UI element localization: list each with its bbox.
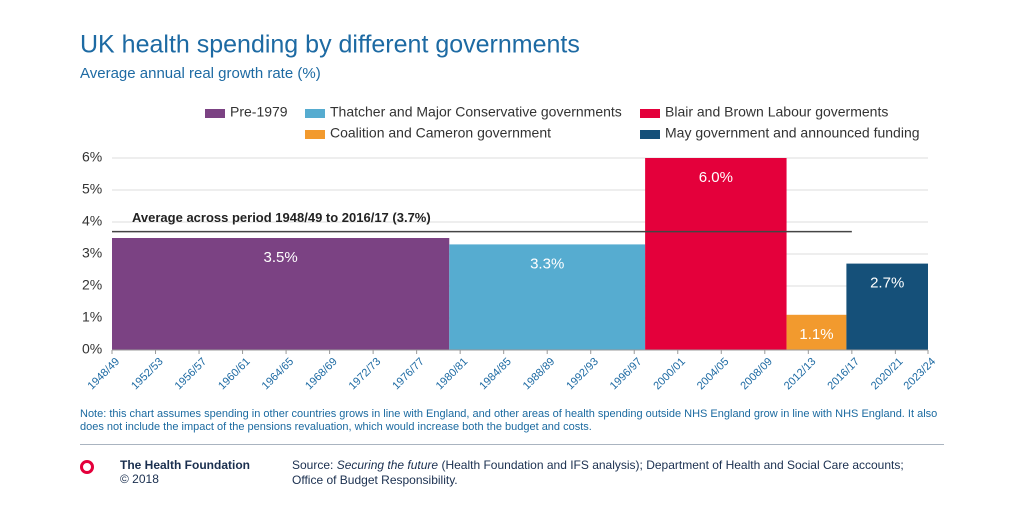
legend-swatch [305, 109, 325, 118]
x-tick-label: 1948/49 [86, 356, 123, 393]
chart-subtitle: Average annual real growth rate (%) [80, 65, 321, 82]
x-tick-label: 2000/01 [651, 356, 688, 393]
data-label: 6.0% [699, 169, 733, 186]
x-tick-label: 1972/73 [347, 356, 384, 393]
x-tick-label: 1988/89 [521, 356, 558, 393]
org-name: The Health Foundation [120, 458, 250, 472]
legend-label: May government and announced funding [665, 125, 920, 141]
legend-swatch [640, 109, 660, 118]
data-label: 3.3% [530, 255, 564, 272]
chart: UK health spending by different governme… [80, 31, 939, 393]
y-tick-label: 3% [82, 245, 102, 261]
legend-label: Coalition and Cameron government [330, 125, 551, 141]
legend-label: Pre-1979 [230, 104, 288, 120]
chart-title: UK health spending by different governme… [80, 31, 580, 59]
bar [449, 244, 646, 350]
x-tick-label: 1964/65 [260, 356, 297, 393]
legend-swatch [205, 109, 225, 118]
x-tick-label: 1996/97 [608, 356, 645, 393]
y-tick-label: 0% [82, 341, 102, 357]
source-title: Securing the future [336, 458, 439, 472]
x-tick-label: 2004/05 [695, 356, 732, 393]
x-tick-label: 2008/09 [738, 356, 775, 393]
bar [645, 158, 787, 350]
legend-label: Thatcher and Major Conservative governme… [330, 104, 622, 120]
x-tick-label: 1980/81 [434, 356, 471, 393]
bar [786, 314, 847, 350]
y-tick-label: 4% [82, 213, 102, 229]
y-tick-label: 5% [82, 181, 102, 197]
x-tick-label: 1952/53 [129, 356, 166, 393]
source: Source: Securing the future (Health Foun… [292, 458, 932, 488]
data-label: 3.5% [264, 249, 298, 266]
reference-label: Average across period 1948/49 to 2016/17… [132, 210, 431, 225]
legend-swatch [305, 130, 325, 139]
x-tick-label: 1968/69 [303, 356, 340, 393]
x-tick-label: 2012/13 [782, 356, 819, 393]
x-tick-label: 1960/61 [216, 356, 253, 393]
x-tick-label: 1992/93 [564, 356, 601, 393]
y-tick-label: 1% [82, 309, 102, 325]
x-tick-label: 2023/24 [902, 356, 939, 393]
organisation: The Health Foundation © 2018 [120, 458, 250, 486]
data-label: 1.1% [799, 326, 833, 343]
x-tick-label: 2016/17 [825, 356, 862, 393]
bar [846, 263, 928, 350]
data-label: 2.7% [870, 275, 904, 292]
note: Note: this chart assumes spending in oth… [80, 408, 938, 433]
x-tick-label: 2020/21 [869, 356, 906, 393]
y-tick-label: 6% [82, 149, 102, 165]
bar [112, 238, 450, 350]
source-text: (Health Foundation and IFS analysis); De… [292, 458, 904, 487]
source-text: Source: [292, 458, 337, 472]
separator [80, 444, 944, 445]
x-tick-label: 1956/57 [173, 356, 210, 393]
legend-swatch [640, 130, 660, 139]
copyright: © 2018 [120, 472, 159, 486]
logo [80, 460, 94, 474]
legend-label: Blair and Brown Labour goverments [665, 104, 888, 120]
x-tick-label: 1984/85 [477, 356, 514, 393]
x-tick-label: 1976/77 [390, 356, 427, 393]
y-tick-label: 2% [82, 277, 102, 293]
